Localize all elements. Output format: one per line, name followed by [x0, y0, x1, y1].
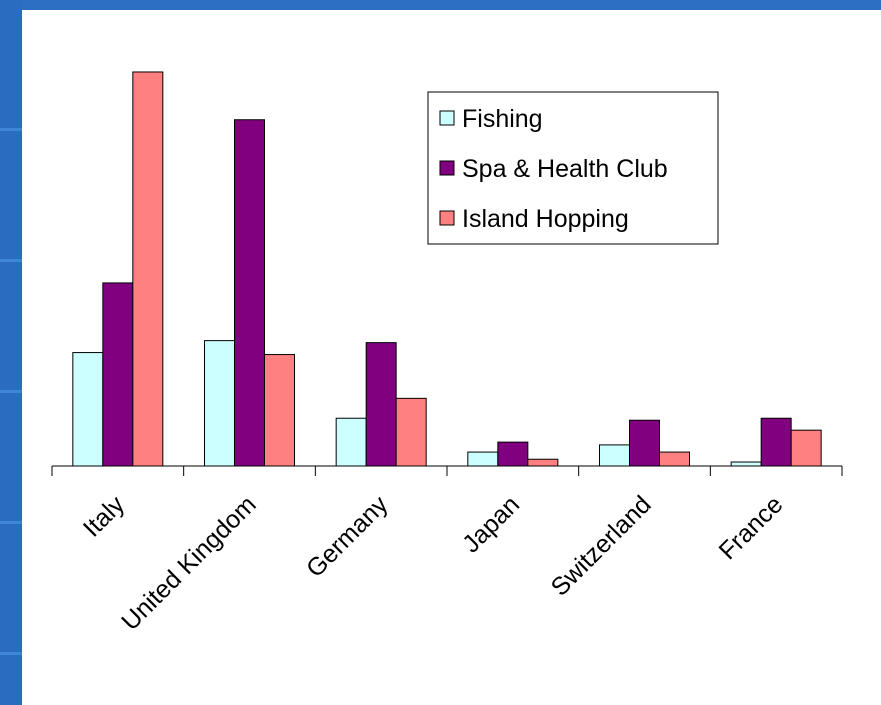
bar-japan-spa-health-club — [497, 441, 529, 467]
bar-japan-fishing — [467, 451, 499, 467]
legend-swatch-spa-health-club — [439, 160, 455, 176]
x-axis-ticks — [51, 466, 843, 476]
bar-france-fishing — [730, 461, 762, 467]
x-tick-label-france: France — [714, 490, 789, 565]
bar-united-kingdom-island-hopping — [264, 354, 295, 467]
x-tick-label-united-kingdom: United Kingdom — [116, 490, 262, 636]
legend-label-spa-health-club: Spa & Health Club — [462, 155, 668, 183]
bar-france-island-hopping — [790, 429, 822, 467]
x-tick-label-japan: Japan — [457, 490, 525, 558]
legend-label-island-hopping: Island Hopping — [462, 205, 629, 233]
bar-germany-fishing — [335, 417, 367, 467]
bars-group — [72, 71, 822, 467]
bar-switzerland-fishing — [599, 444, 630, 467]
legend-swatch-island-hopping — [439, 210, 455, 226]
bar-italy-spa-health-club — [102, 282, 134, 467]
bar-italy-fishing — [72, 352, 104, 467]
x-tick-label-switzerland: Switzerland — [546, 490, 657, 601]
x-tick-label-germany: Germany — [301, 490, 394, 583]
bar-italy-island-hopping — [132, 71, 164, 467]
bar-united-kingdom-fishing — [204, 340, 235, 467]
bar-germany-island-hopping — [395, 397, 427, 467]
bar-germany-spa-health-club — [365, 342, 397, 467]
legend: Fishing Spa & Health Club Island Hopping — [427, 91, 719, 245]
legend-label-fishing: Fishing — [462, 105, 543, 133]
x-tick-label-italy: Italy — [78, 490, 131, 543]
bar-united-kingdom-spa-health-club — [234, 119, 265, 467]
legend-swatch-fishing — [439, 110, 455, 126]
slide-left-band — [0, 0, 22, 705]
chart-panel: Italy United Kingdom Germany Japan Switzerla… — [22, 10, 881, 705]
bar-switzerland-spa-health-club — [629, 419, 660, 467]
legend-box — [427, 91, 719, 245]
bar-japan-island-hopping — [527, 458, 559, 467]
bar-france-spa-health-club — [760, 417, 792, 467]
slide-top-band — [0, 0, 881, 10]
bar-switzerland-island-hopping — [659, 451, 690, 467]
